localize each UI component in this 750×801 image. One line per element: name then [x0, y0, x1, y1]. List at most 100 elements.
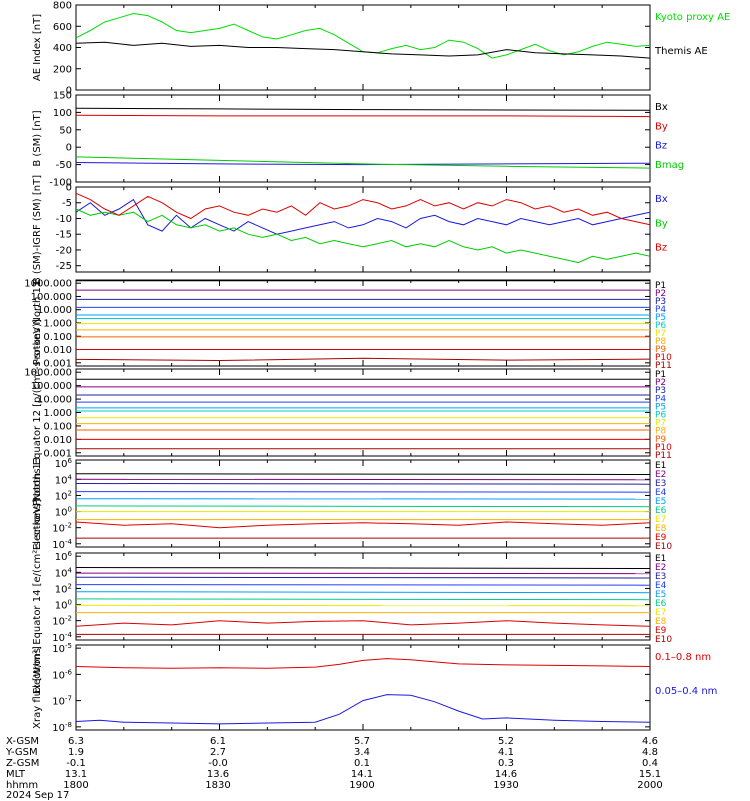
panel-7-ytick-label: 106 [55, 550, 73, 563]
panel-2-series-line [76, 157, 650, 168]
panel-3-series-line [76, 200, 650, 235]
ephemeris-value: 4.6 [630, 736, 670, 747]
ephemeris-value: 0.1 [342, 758, 382, 769]
panel-1-legend-entry: Kyoto proxy AE [655, 12, 730, 23]
panel-2-ytick-label: 150 [53, 91, 72, 102]
panel-6-series-line [76, 492, 650, 493]
panel-2-legend-entry: Bx [655, 102, 668, 113]
panel-5-ytick-label: 1.000 [43, 408, 72, 419]
ephemeris-row-mlt: MLT 13.1 13.6 14.1 14.6 15.1 [0, 769, 750, 780]
panel-2-legend-entry: Bmag [655, 160, 684, 171]
ephemeris-value: 2000 [630, 780, 670, 791]
panel-8-legend-entry: 0.05–0.4 nm [655, 686, 717, 697]
panel-2-ytick-label: 0 [66, 143, 72, 154]
panel-1-frame [76, 5, 650, 90]
panel-7-series-line [76, 592, 650, 593]
panel-4-frame [76, 280, 650, 366]
panel-7-ytick-label: 102 [55, 582, 72, 595]
ephemeris-row-ygsm: Y-GSM 1.9 2.7 3.4 4.1 4.8 [0, 747, 750, 758]
panel-2-ytick-label: 100 [53, 108, 72, 119]
panel-8-series-line [76, 659, 650, 669]
panel-7-series-line [76, 568, 650, 569]
panel-4-ytick-label: 0.010 [43, 345, 72, 356]
ephemeris-table: X-GSM 6.3 6.1 5.7 5.2 4.6 Y-GSM 1.9 2.7 … [0, 736, 750, 800]
panel-3-ylabel: B (SM)-IGRF (SM) [nT] [32, 175, 43, 284]
panel-2-ytick-label: 50 [59, 125, 72, 136]
panel-7-frame [76, 553, 650, 640]
panel-6-ytick-label: 106 [55, 457, 73, 470]
panel-7-series-line [76, 621, 650, 627]
panel-8-ylabel: Xray flux [W/m²] [32, 646, 43, 729]
panel-7-ytick-label: 104 [55, 566, 73, 579]
panel-5-ytick-label: 0.010 [43, 435, 72, 446]
ephemeris-value: 1930 [486, 780, 526, 791]
ephemeris-value: 1830 [198, 780, 238, 791]
panel-8-ytick-label: 10-5 [52, 642, 72, 655]
ephemeris-value: 14.1 [342, 769, 382, 780]
panel-4-ytick-label: 1.000 [43, 319, 72, 330]
panel-8-ytick-label: 10-6 [52, 668, 72, 681]
panel-6-ytick-label: 100 [55, 506, 72, 519]
ephemeris-value: 5.2 [486, 736, 526, 747]
ephemeris-label: Z-GSM [6, 758, 39, 769]
panel-6-frame [76, 460, 650, 547]
panel-4-ytick-label: 0.100 [43, 332, 72, 343]
panel-3-ytick-label: -5 [62, 198, 72, 209]
panel-5-ytick-label: 0.100 [43, 421, 72, 432]
ephemeris-value: 4.8 [630, 747, 670, 758]
panel-1-ytick-label: 200 [53, 64, 72, 75]
panel-8-legend-entry: 0.1–0.8 nm [655, 652, 711, 663]
panel-2-series-line [76, 115, 650, 116]
panel-5-frame [76, 369, 650, 456]
panel-3-ytick-label: -15 [56, 230, 72, 241]
ephemeris-value: 2.7 [198, 747, 238, 758]
panel-2-frame [76, 95, 650, 182]
ephemeris-label: Y-GSM [6, 747, 38, 758]
panel-2-ylabel: B (SM) [nT] [32, 110, 43, 166]
ephemeris-value: 1.9 [56, 747, 96, 758]
ephemeris-value: 1900 [342, 780, 382, 791]
panel-7-series-line [76, 599, 650, 600]
panel-6-series-line [76, 506, 650, 507]
ephemeris-label: X-GSM [6, 736, 39, 747]
panel-8-ytick-label: 10-8 [52, 721, 72, 734]
panel-7-legend-entry: E10 [655, 635, 672, 645]
panel-6-ytick-label: 10-2 [52, 522, 72, 535]
panel-3-legend-entry: Bz [655, 243, 667, 254]
panel-6-ytick-label: 104 [55, 473, 73, 486]
ephemeris-value: 3.4 [342, 747, 382, 758]
panel-6-legend-entry: E10 [655, 542, 672, 552]
panel-7-series-line [76, 585, 650, 586]
panel-7-series-line [76, 573, 650, 574]
panel-8-series-line [76, 695, 650, 724]
panel-3-legend-entry: Bx [655, 194, 668, 205]
ephemeris-row-hhmm: hhmm 1800 1830 1900 1930 2000 [0, 780, 750, 791]
ephemeris-value: 6.3 [56, 736, 96, 747]
panel-1-ytick-label: 600 [53, 22, 72, 33]
panel-3-ytick-label: -20 [56, 245, 72, 256]
panel-6-ytick-label: 10-4 [52, 538, 72, 551]
panel-3-series-line [76, 209, 650, 263]
panel-2-legend-entry: Bz [655, 141, 667, 152]
ephemeris-value: -0.1 [56, 758, 96, 769]
panel-8-ytick-label: 10-7 [52, 695, 72, 708]
ephemeris-value: 13.1 [56, 769, 96, 780]
panel-2-legend-entry: By [655, 121, 668, 132]
panel-7-ytick-label: 10-2 [52, 615, 72, 628]
panel-5-legend-entry: P11 [655, 451, 672, 461]
panel-1-series-line [76, 42, 650, 58]
panel-1-ytick-label: 800 [53, 1, 72, 12]
panel-7-series-line [76, 577, 650, 578]
ephemeris-row-xgsm: X-GSM 6.3 6.1 5.7 5.2 4.6 [0, 736, 750, 747]
ephemeris-label: MLT [6, 769, 25, 780]
panel-1-ytick-label: 400 [53, 43, 72, 54]
ephemeris-value: 6.1 [198, 736, 238, 747]
panel-6-series-line [76, 484, 650, 485]
panel-3-legend-entry: By [655, 218, 668, 229]
panel-2-series-line [76, 108, 650, 110]
ephemeris-value: 4.1 [486, 747, 526, 758]
panel-7-ytick-label: 100 [55, 599, 72, 612]
panel-6-series-line [76, 522, 650, 528]
panel-6-ytick-label: 102 [55, 489, 72, 502]
